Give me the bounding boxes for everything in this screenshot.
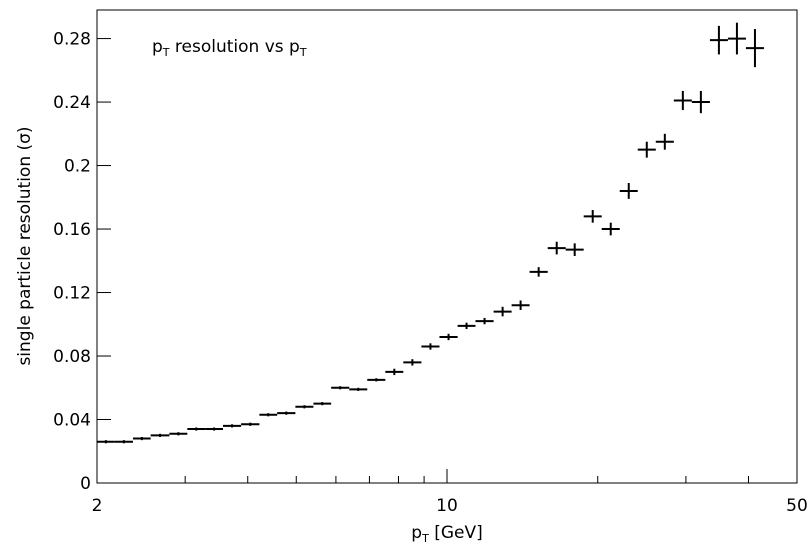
chart-title-part: resolution vs p: [170, 37, 300, 57]
x-tick-label: 50: [786, 496, 808, 516]
x-tick-label: 2: [92, 496, 103, 516]
chart-title-part: T: [299, 46, 307, 59]
plot-frame: [96, 9, 798, 484]
y-tick-label: 0.04: [53, 411, 91, 431]
chart-title: pT resolution vs pT: [152, 37, 307, 59]
y-tick-label: 0.28: [53, 30, 91, 50]
x-axis-label-part: [GeV]: [429, 523, 483, 543]
y-tick-label: 0.08: [53, 347, 91, 367]
y-axis-label: single particle resolution (σ): [15, 126, 35, 365]
chart-title-part: p: [152, 37, 163, 57]
y-tick-label: 0.12: [53, 284, 91, 304]
x-tick-label: 10: [436, 496, 458, 516]
x-axis-label-part: p: [411, 523, 422, 543]
y-tick-label: 0.2: [64, 157, 91, 177]
y-tick-label: 0: [80, 474, 91, 494]
x-axis-label-part: T: [421, 532, 429, 545]
y-tick-label: 0.24: [53, 93, 91, 113]
chart-title-part: T: [162, 46, 170, 59]
x-axis-label: pT [GeV]: [411, 523, 482, 545]
y-tick-label: 0.16: [53, 220, 91, 240]
